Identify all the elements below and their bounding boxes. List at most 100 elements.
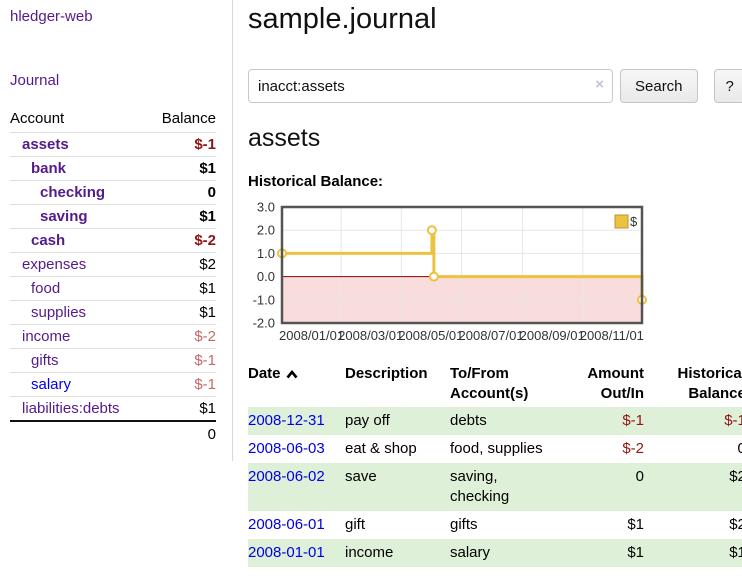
svg-text:2008/05/01: 2008/05/01 (398, 328, 463, 343)
account-row: saving $1 (10, 204, 216, 228)
account-row: supplies $1 (10, 300, 216, 324)
account-row: bank $1 (10, 156, 216, 180)
account-balance: $1 (199, 304, 216, 321)
accounts-total: 0 (10, 420, 216, 447)
account-link[interactable]: assets (22, 136, 69, 153)
account-link[interactable]: supplies (31, 304, 87, 321)
account-link[interactable]: cash (31, 232, 66, 249)
account-link[interactable]: income (22, 328, 71, 345)
account-column-header: Account (10, 110, 65, 127)
app-title-link[interactable]: hledger-web (10, 8, 93, 25)
transaction-accounts: salary (450, 543, 491, 561)
svg-text:2008/07/01: 2008/07/01 (459, 328, 524, 343)
transaction-balance: $-1 (724, 411, 742, 429)
account-balance: $-1 (194, 136, 216, 153)
account-link[interactable]: bank (31, 160, 67, 177)
transaction-date-link[interactable]: 2008-06-01 (248, 515, 325, 533)
account-heading: assets (248, 124, 321, 152)
account-row: salary $-1 (10, 372, 216, 396)
legend-swatch (614, 214, 629, 229)
accounts-table: Account Balance assets $-1 bank $1 check… (10, 106, 216, 447)
account-link[interactable]: saving (40, 208, 88, 225)
amount-column-header: Amount Out/In (587, 365, 644, 402)
transaction-date-link[interactable]: 2008-12-31 (248, 411, 325, 429)
transaction-balance: 0 (737, 439, 742, 457)
historical-balance-chart: $3.0 2.0 1.0 0.0 -1.0 -2.0 2008/01/01 2008/03/0… (248, 200, 742, 345)
date-column-header: Date (248, 361, 345, 407)
sort-ascending-chevron-up-icon (286, 369, 298, 379)
sidebar-item-journal[interactable]: Journal (10, 72, 60, 89)
account-link[interactable]: liabilities:debts (22, 400, 120, 417)
svg-text:2008/03/01: 2008/03/01 (338, 328, 403, 343)
transaction-date-link[interactable]: 2008-06-02 (248, 467, 325, 485)
transaction-amount: $1 (627, 515, 644, 533)
account-balance: $2 (199, 256, 216, 273)
account-link[interactable]: checking (40, 184, 106, 201)
accounts-column-header: To/From Account(s) (450, 365, 529, 402)
account-balance: $-1 (194, 352, 216, 369)
svg-text:1.0: 1.0 (257, 246, 275, 261)
account-balance: $1 (199, 280, 216, 297)
transaction-description: income (345, 543, 394, 561)
transaction-description: save (345, 467, 377, 485)
account-balance: $-1 (194, 376, 216, 393)
svg-text:2008/01/01: 2008/01/01 (279, 328, 344, 343)
app-window: hledger-web Journal Account Balance asse… (10, 0, 742, 567)
transaction-amount: 0 (635, 467, 644, 485)
account-row: income $-2 (10, 324, 216, 348)
balance-column-header: Balance (161, 110, 216, 127)
account-link[interactable]: gifts (31, 352, 59, 369)
clear-search-icon[interactable]: × (595, 76, 604, 93)
account-link[interactable]: salary (31, 376, 72, 393)
description-column-header: Description (345, 365, 428, 382)
transaction-balance: $2 (729, 515, 742, 533)
balance-column-header-main: Historical Balance (677, 365, 742, 402)
svg-text:2008/09/01: 2008/09/01 (520, 328, 585, 343)
transaction-balance: $2 (729, 467, 742, 485)
account-balance: $-2 (194, 328, 216, 345)
account-row: checking 0 (10, 180, 216, 204)
svg-text:2008/11/01: 2008/11/01 (580, 328, 644, 343)
register-row: 2008-06-03 eat & shop food, supplies $-2… (248, 435, 742, 463)
chart-title: Historical Balance: (248, 173, 384, 190)
svg-text:0.0: 0.0 (257, 269, 275, 284)
register-table: Date Description To/From Account(s) Amou… (248, 361, 742, 567)
transaction-amount: $-2 (622, 439, 644, 457)
help-button[interactable]: ? (713, 69, 742, 103)
register-row: 2008-06-01 gift gifts $1 $2 (248, 511, 742, 539)
transaction-amount: $1 (627, 543, 644, 561)
main-content: sample.journal × Search ? assets Histori… (233, 0, 742, 567)
search-input-wrap: × (248, 69, 613, 103)
account-balance: $1 (199, 208, 216, 225)
transaction-description: eat & shop (345, 439, 417, 457)
transaction-accounts: food, supplies (450, 439, 543, 457)
transaction-accounts: saving, checking (450, 467, 510, 505)
transaction-description: pay off (345, 411, 390, 429)
svg-text:3.0: 3.0 (257, 200, 275, 215)
register-row: 2008-12-31 pay off debts $-1 $-1 (248, 406, 742, 435)
svg-text:2.0: 2.0 (257, 223, 275, 238)
transaction-amount: $-1 (622, 411, 644, 429)
account-balance: $1 (199, 400, 216, 417)
account-link[interactable]: expenses (22, 256, 87, 273)
search-form: × Search ? (248, 69, 742, 103)
transaction-date-link[interactable]: 2008-06-03 (248, 439, 325, 457)
register-row: 2008-01-01 income salary $1 $1 (248, 538, 742, 567)
transaction-accounts: gifts (450, 515, 478, 533)
transaction-balance: $1 (729, 543, 742, 561)
account-link[interactable]: food (31, 280, 61, 297)
transaction-date-link[interactable]: 2008-01-01 (248, 543, 325, 561)
account-row: expenses $2 (10, 252, 216, 276)
account-row: liabilities:debts $1 (10, 396, 216, 420)
account-row: gifts $-1 (10, 348, 216, 372)
transaction-accounts: debts (450, 411, 487, 429)
page-title: sample.journal (248, 3, 437, 35)
register-table-header: Date Description To/From Account(s) Amou… (248, 361, 742, 407)
account-row: assets $-1 (10, 132, 216, 156)
account-balance: $1 (199, 160, 216, 177)
account-row: cash $-2 (10, 228, 216, 252)
search-button[interactable]: Search (620, 69, 698, 103)
search-input[interactable] (248, 69, 613, 103)
svg-text:-1.0: -1.0 (253, 292, 275, 307)
balance-line-chart-svg: $3.0 2.0 1.0 0.0 -1.0 -2.0 2008/01/012008/03/0… (253, 200, 647, 343)
